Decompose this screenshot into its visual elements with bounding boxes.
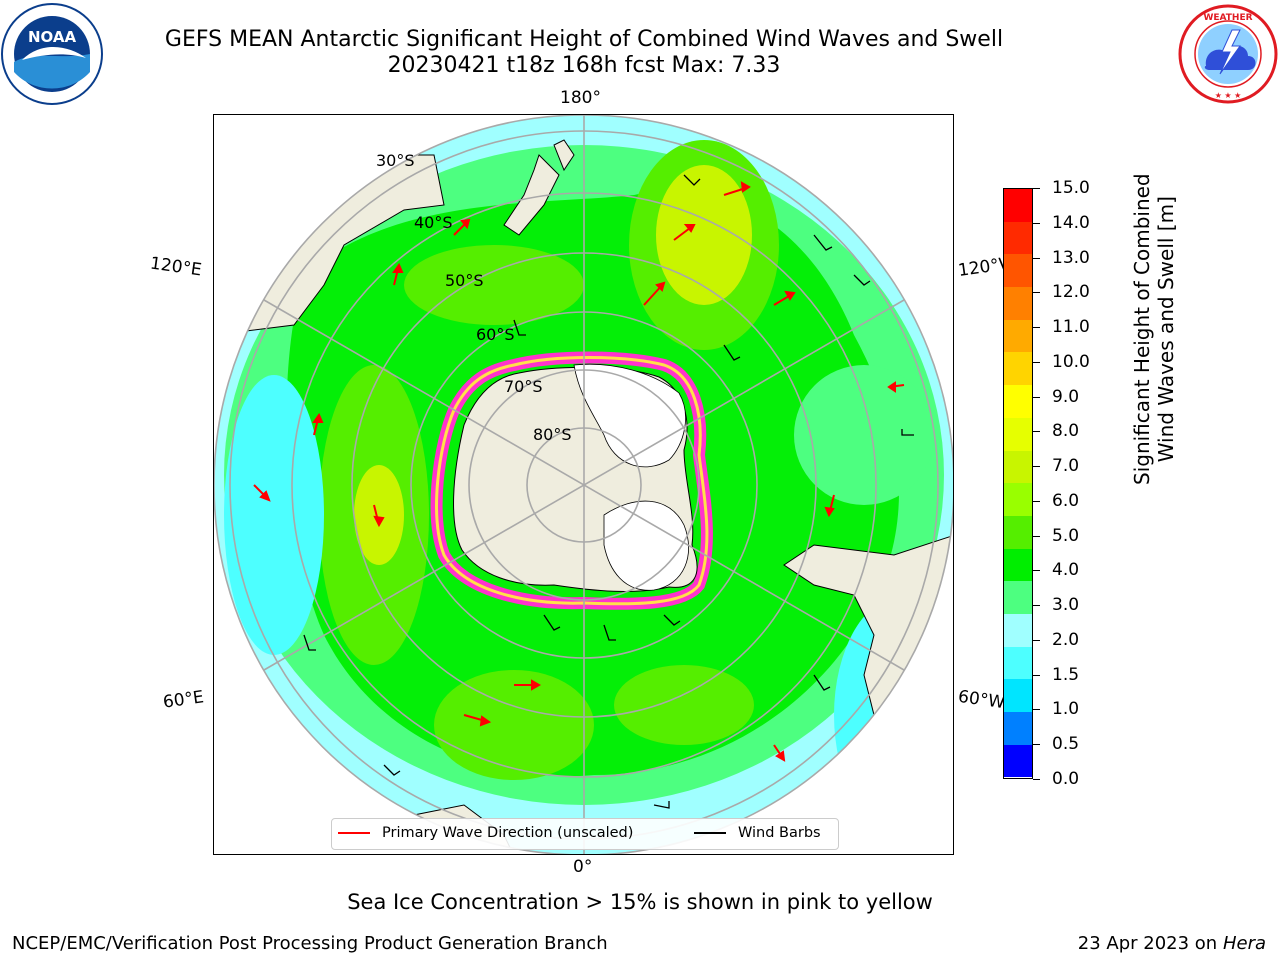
colorbar-tick-label: 15.0 [1052,178,1090,198]
lat-label-80: 80°S [533,425,572,444]
footer-branch: NCEP/EMC/Verification Post Processing Pr… [12,933,608,954]
colorbar-tick-label: 10.0 [1052,351,1090,372]
legend-label-wind-barbs: Wind Barbs [738,825,821,841]
colorbar-tick-label: 12.0 [1052,282,1090,303]
colorbar-tick [1033,466,1040,468]
lat-label-60: 60°S [476,325,515,344]
colorbar-tick [1033,222,1040,224]
colorbar-label-line2: Wind Waves and Swell [m] [1154,196,1178,463]
colorbar-tick [1033,674,1040,676]
lat-label-40: 40°S [414,213,453,232]
nws-logo: WEATHER ★ ★ ★ [1178,4,1278,104]
colorbar-tick-label: 8.0 [1052,421,1080,442]
colorbar-segment [1004,385,1032,418]
colorbar-tick [1033,292,1040,294]
colorbar-tick [1033,257,1040,259]
colorbar-tick [1033,431,1040,433]
legend-swatch-red [338,832,370,834]
colorbar-label-line1: Significant Height of Combined [1130,173,1154,485]
footer-date: 23 Apr 2023 on Hera [1078,933,1266,954]
lat-label-50: 50°S [445,271,484,290]
colorbar-tick-label: 9.0 [1052,386,1080,407]
colorbar-segment [1004,189,1032,222]
colorbar-tick [1033,779,1040,780]
colorbar-segment [1004,712,1032,745]
map-legend: Primary Wave Direction (unscaled) Wind B… [331,818,839,850]
legend-item-wave-direction: Primary Wave Direction (unscaled) [338,825,633,841]
colorbar-segment [1004,515,1032,549]
colorbar-tick [1033,535,1040,537]
colorbar-segment [1004,254,1032,288]
colorbar-tick [1033,500,1040,502]
colorbar-tick [1033,744,1040,746]
colorbar-tick [1033,188,1040,189]
noaa-logo: NOAA [1,3,103,105]
map-canvas [214,115,953,854]
colorbar-tick-label: 13.0 [1052,247,1090,268]
colorbar-segment [1004,613,1032,647]
colorbar-segment [1004,352,1032,386]
colorbar-tick [1033,361,1040,363]
colorbar-tick-label: 1.0 [1052,699,1080,720]
colorbar-tick [1033,396,1040,398]
map-panel: 30°S 40°S 50°S 60°S 70°S 80°S [213,114,954,855]
legend-item-wind-barbs: Wind Barbs [694,825,821,841]
svg-text:WEATHER: WEATHER [1203,13,1252,23]
colorbar-segment [1004,581,1032,614]
lat-label-30: 30°S [376,151,415,170]
colorbar-segment [1004,679,1032,712]
colorbar-tick-label: 14.0 [1052,212,1090,233]
colorbar-tick [1033,570,1040,572]
chart-subtitle: 20230421 t18z 168h fcst Max: 7.33 [387,53,781,78]
colorbar-segment [1004,646,1032,680]
svg-text:★ ★ ★: ★ ★ ★ [1215,91,1242,100]
colorbar-segment [1004,221,1032,255]
colorbar-tick [1033,709,1040,711]
colorbar-segment [1004,287,1032,320]
chart-title: GEFS MEAN Antarctic Significant Height o… [164,27,1004,52]
colorbar-tick [1033,327,1040,329]
colorbar-segment [1004,417,1032,451]
colorbar-tick-label: 7.0 [1052,456,1080,477]
colorbar-tick-label: 2.0 [1052,629,1080,650]
colorbar-segment [1004,744,1032,778]
colorbar-tick-label: 1.5 [1052,664,1080,685]
colorbar-tick-label: 0.0 [1052,769,1080,789]
colorbar-tick-label: 4.0 [1052,560,1080,581]
lon-label-120e: 120°E [148,253,203,281]
colorbar-segment [1004,548,1032,582]
colorbar-label: Significant Height of Combined Wind Wave… [1130,173,1178,485]
lon-label-60w: 60°W [956,686,1007,714]
colorbar [1003,188,1033,779]
colorbar-tick [1033,605,1040,607]
colorbar-tick [1033,639,1040,641]
legend-swatch-black [694,832,726,834]
colorbar-tick-label: 0.5 [1052,734,1080,755]
colorbar-tick-label: 5.0 [1052,525,1080,546]
colorbar-segment [1004,483,1032,516]
footer-host: Hera [1222,933,1266,954]
footer-date-text: 23 Apr 2023 on [1077,933,1223,954]
colorbar-tick-label: 3.0 [1052,595,1080,616]
lon-label-0: 0° [573,857,593,877]
lat-label-70: 70°S [504,377,543,396]
colorbar-segment [1004,319,1032,353]
legend-label-wave-direction: Primary Wave Direction (unscaled) [382,825,634,841]
lon-label-60e: 60°E [161,687,206,713]
colorbar-segment [1004,450,1032,484]
sea-ice-note: Sea Ice Concentration > 15% is shown in … [347,890,933,914]
noaa-logo-text: NOAA [28,28,77,46]
colorbar-tick-label: 6.0 [1052,490,1080,511]
lon-label-180: 180° [560,88,601,108]
colorbar-tick-label: 11.0 [1052,317,1090,338]
